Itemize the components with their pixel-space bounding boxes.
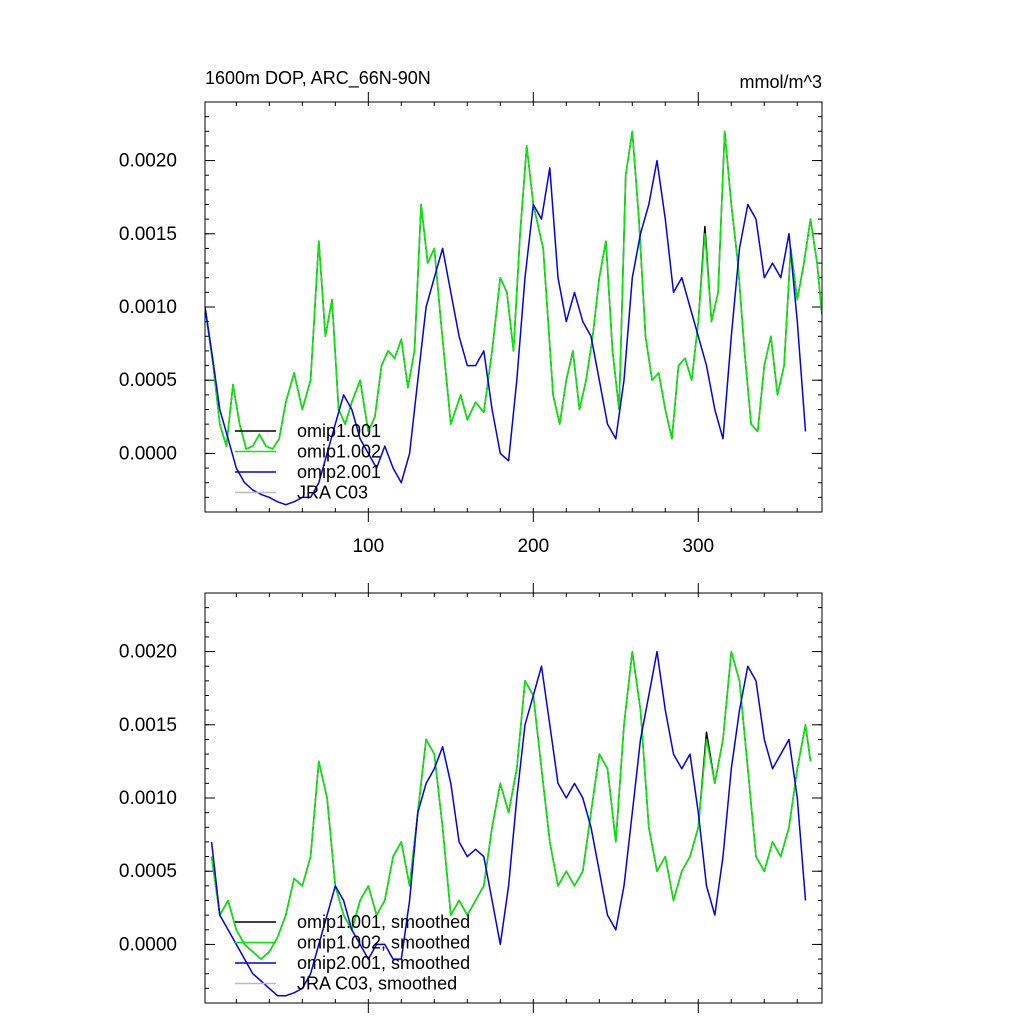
legend-label: omip2.001, smoothed (297, 953, 470, 973)
chart-title: 1600m DOP, ARC_66N-90N (205, 68, 431, 89)
legend-label: JRA C03, smoothed (297, 974, 457, 994)
y-tick-label: 0.0010 (119, 297, 177, 318)
y-tick-label: 0.0005 (119, 861, 177, 882)
top-panel: 0.0000 0.0005 0.0010 0.0015 0.0020 100 200 300 o… (119, 68, 823, 557)
series-line-omip1-002-smoothed (210, 650, 812, 960)
plot-frame (204, 101, 823, 513)
legend-label: omip1.002 (297, 442, 381, 462)
y-tick-label: 0.0020 (119, 642, 177, 663)
x-tick-label: 200 (517, 536, 549, 557)
y-tick-label: 0.0000 (119, 934, 177, 955)
legend-label: omip1.002, smoothed (297, 933, 470, 953)
x-tick-label: 300 (682, 536, 714, 557)
series-line-omip2-001-smoothed (210, 650, 807, 997)
series-group (205, 130, 822, 506)
y-tick-label: 0.0005 (119, 370, 177, 391)
legend-label: omip2.001 (297, 462, 381, 482)
plot-frame (204, 592, 823, 1004)
y-tick-label: 0.0015 (119, 715, 177, 736)
series-line-omip1-002 (205, 130, 822, 450)
legend-label: JRA C03 (297, 483, 368, 503)
legend-label: omip1.001 (297, 421, 381, 441)
y-tick-label: 0.0010 (119, 788, 177, 809)
bottom-panel: 0.0000 0.0005 0.0010 0.0015 0.0020 omip1.001,… (119, 583, 823, 1013)
series-line-omip2-001 (205, 159, 807, 506)
legend-label: omip1.001, smoothed (297, 912, 470, 932)
y-tick-label: 0.0020 (119, 151, 177, 172)
y-tick-label: 0.0015 (119, 224, 177, 245)
y-tick-label: 0.0000 (119, 443, 177, 464)
units-label: mmol/m^3 (740, 72, 822, 92)
x-tick-label: 100 (352, 536, 384, 557)
series-group (210, 650, 812, 997)
